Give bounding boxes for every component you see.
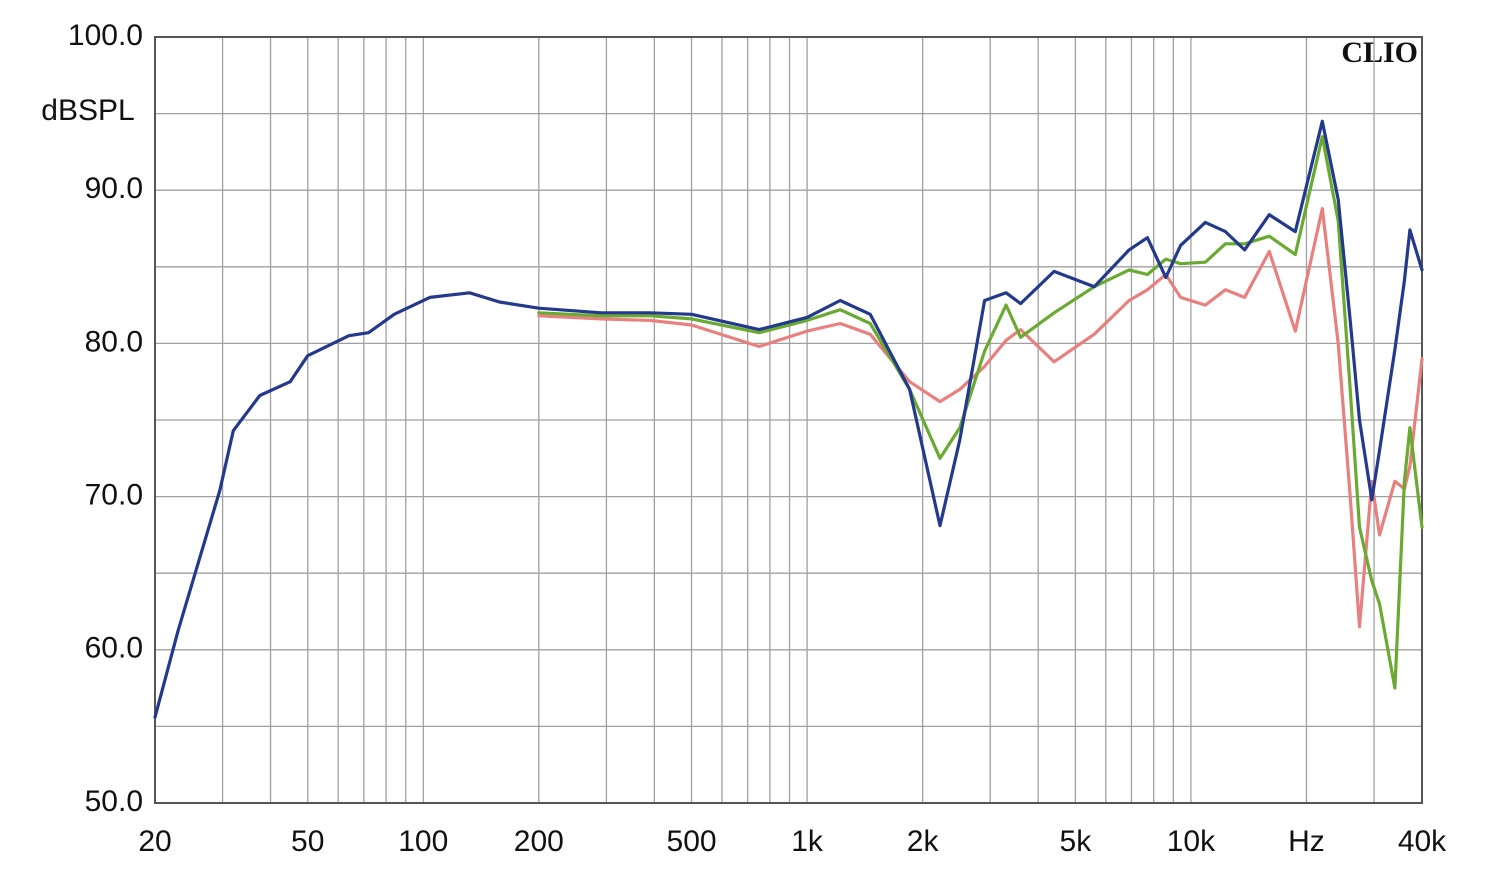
x-tick-label: 200 <box>514 825 564 858</box>
y-tick-label: 90.0 <box>85 172 143 205</box>
y-tick-label: 60.0 <box>85 632 143 665</box>
series-line <box>537 135 1424 690</box>
y-tick-label: 50.0 <box>85 785 143 818</box>
x-tick-label: 20 <box>138 825 171 858</box>
y-tick-label: 80.0 <box>85 325 143 358</box>
y-axis-label: dBSPL <box>41 94 134 127</box>
x-tick-label: 1k <box>791 825 824 858</box>
series-line <box>153 119 1424 719</box>
x-tick-label: 50 <box>291 825 324 858</box>
annotation: CLIO <box>1341 36 1418 69</box>
x-tick-label: 2k <box>907 825 940 858</box>
x-tick-label: 5k <box>1060 825 1093 858</box>
plot-frame <box>154 36 1423 804</box>
x-tick-label: 100 <box>398 825 448 858</box>
y-tick-label: 100.0 <box>68 19 143 52</box>
x-tick-label: 40k <box>1398 825 1447 858</box>
x-tick-label: Hz <box>1288 825 1325 858</box>
x-tick-label: 10k <box>1167 825 1216 858</box>
x-tick-label: 500 <box>667 825 717 858</box>
y-tick-label: 70.0 <box>85 479 143 512</box>
series-line <box>537 207 1424 629</box>
